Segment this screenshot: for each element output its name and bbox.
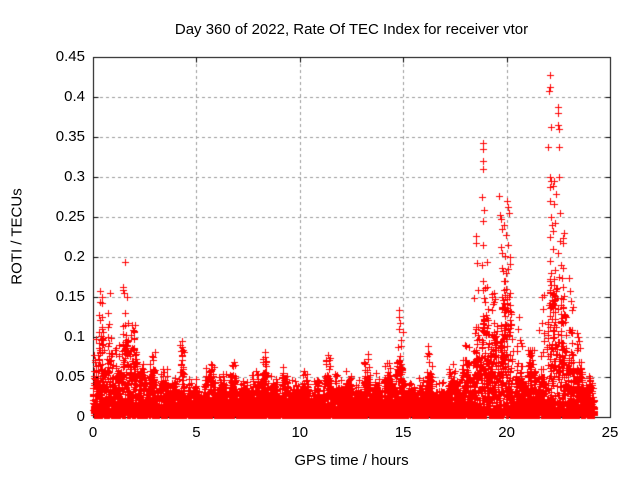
x-tick-label: 5: [192, 424, 201, 441]
y-tick-label: 0.45: [55, 48, 85, 65]
y-tick-label: 0.4: [64, 88, 85, 105]
x-tick-label: 20: [498, 424, 515, 441]
y-tick-label: 0: [76, 408, 85, 425]
x-tick-label: 10: [291, 424, 309, 441]
y-tick-label: 0.25: [55, 208, 85, 225]
chart-title: Day 360 of 2022, Rate Of TEC Index for r…: [174, 21, 529, 38]
y-tick-label: 0.05: [55, 368, 85, 385]
y-tick-label: 0.3: [64, 168, 85, 185]
y-tick-label: 0.15: [55, 288, 85, 305]
x-tick-label: 15: [394, 424, 412, 441]
y-axis-label: ROTI / TECUs: [8, 188, 26, 285]
y-tick-label: 0.2: [64, 248, 85, 265]
x-axis-label: GPS time / hours: [294, 452, 409, 469]
x-tick-label: 25: [601, 424, 619, 441]
y-tick-label: 0.1: [64, 328, 85, 345]
y-tick-label: 0.35: [55, 128, 85, 145]
x-tick-label: 0: [88, 424, 98, 441]
